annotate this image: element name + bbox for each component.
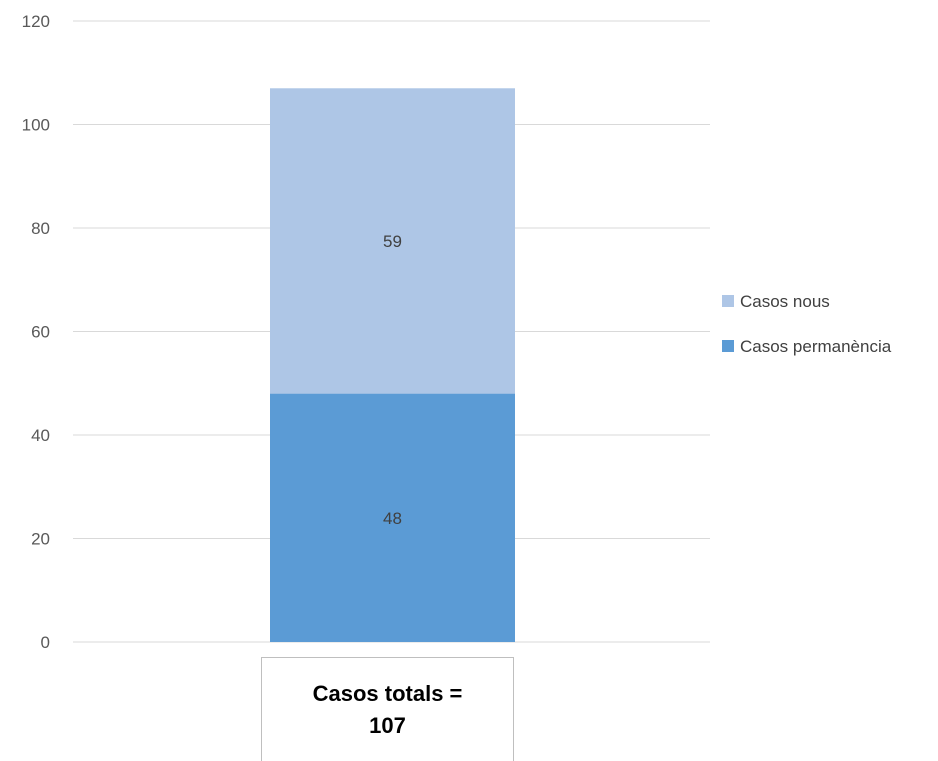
data-labels: 48 59 [383, 232, 402, 528]
y-tick-label: 100 [22, 116, 50, 135]
y-tick-label: 120 [22, 12, 50, 31]
legend-label: Casos nous [740, 292, 830, 311]
data-label: 59 [383, 232, 402, 251]
y-tick-label: 0 [41, 633, 50, 652]
y-tick-label: 60 [31, 323, 50, 342]
legend-label: Casos permanència [740, 337, 892, 356]
category-label: Casos totals = 107 [312, 680, 463, 738]
y-tick-label: 40 [31, 426, 50, 445]
y-tick-label: 80 [31, 219, 50, 238]
y-tick-label: 20 [31, 530, 50, 549]
legend: Casos nous Casos permanència [722, 292, 892, 356]
y-axis: 0 20 40 60 80 100 120 [22, 12, 50, 652]
legend-swatch [722, 295, 734, 307]
category-label-box: Casos totals = 107 [261, 657, 514, 761]
bar-segment [270, 393, 515, 642]
legend-swatch [722, 340, 734, 352]
bar-segment [270, 88, 515, 394]
bars [270, 88, 515, 642]
data-label: 48 [383, 509, 402, 528]
